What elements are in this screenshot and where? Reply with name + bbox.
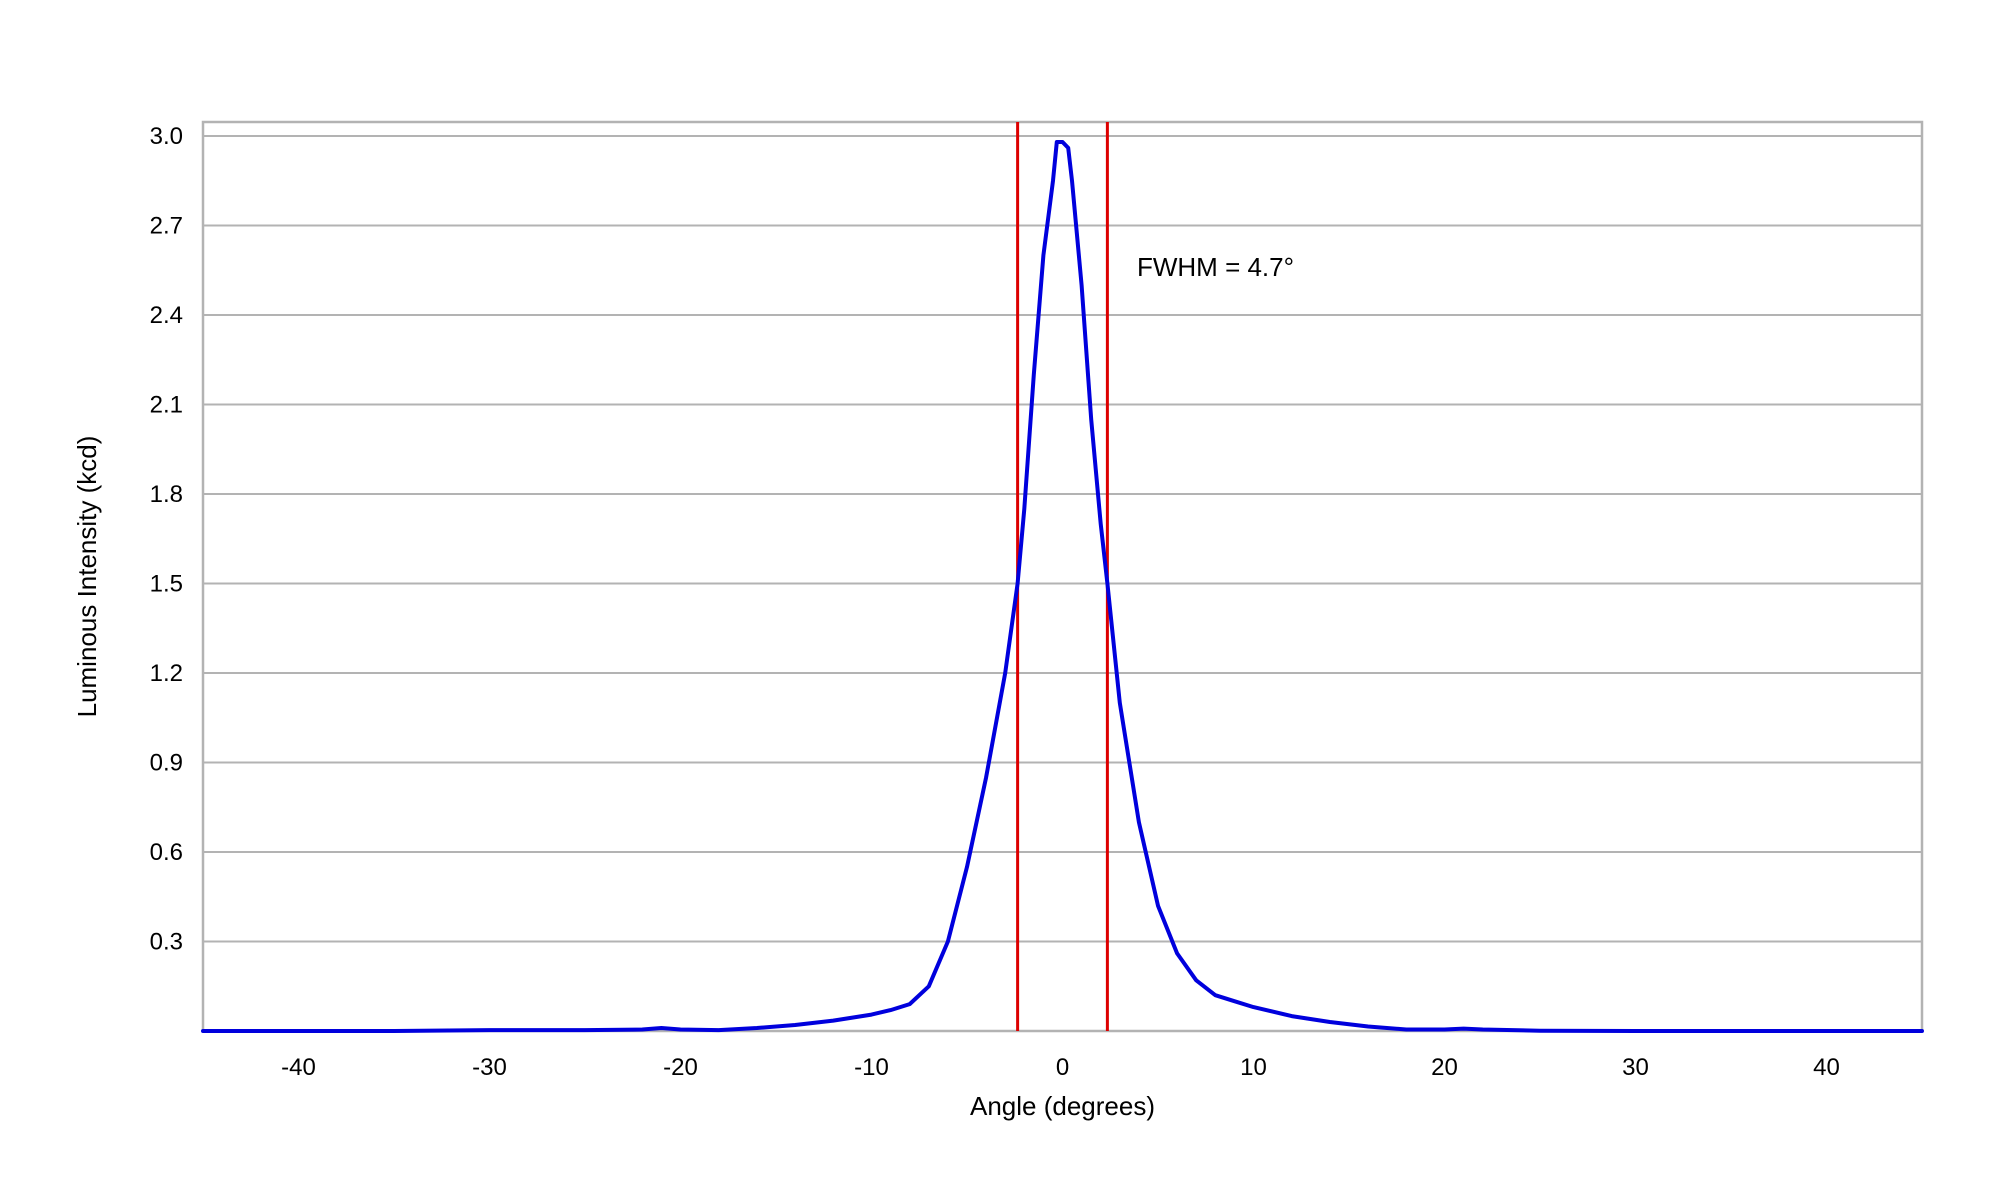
x-tick-label: 30 (1622, 1054, 1649, 1081)
x-tick-label: 20 (1431, 1054, 1458, 1081)
x-tick-label: -10 (854, 1054, 889, 1081)
grid (203, 135, 1922, 943)
y-tick-label: 0.3 (150, 929, 183, 956)
y-tick-label: 3.0 (150, 123, 183, 150)
plot-frame (201, 120, 1924, 1033)
y-tick-label: 0.6 (150, 839, 183, 866)
x-axis-title: Angle (degrees) (970, 1091, 1155, 1121)
y-tick-label: 0.9 (150, 750, 183, 777)
x-tick-label: 0 (1056, 1054, 1069, 1081)
x-tick-label: -20 (663, 1054, 698, 1081)
y-axis-title: Luminous Intensity (kcd) (72, 436, 102, 718)
y-tick-label: 1.5 (150, 571, 183, 598)
y-tick-label: 2.4 (150, 302, 183, 329)
y-tick-labels: 0.3 0.6 0.9 1.2 1.5 1.8 2.1 2.4 2.7 3.0 (150, 123, 183, 956)
y-tick-label: 2.7 (150, 213, 183, 240)
x-tick-label: 40 (1813, 1054, 1840, 1081)
y-tick-label: 1.2 (150, 660, 183, 687)
x-tick-labels: -40 -30 -20 -10 0 10 20 30 40 (281, 1054, 1840, 1081)
y-tick-label: 1.8 (150, 481, 183, 508)
x-tick-label: -30 (472, 1054, 507, 1081)
series-line (201, 140, 1924, 1033)
fwhm-annotation: FWHM = 4.7° (1137, 252, 1294, 282)
x-tick-label: 10 (1240, 1054, 1267, 1081)
y-tick-label: 2.1 (150, 392, 183, 419)
x-tick-label: -40 (281, 1054, 316, 1081)
